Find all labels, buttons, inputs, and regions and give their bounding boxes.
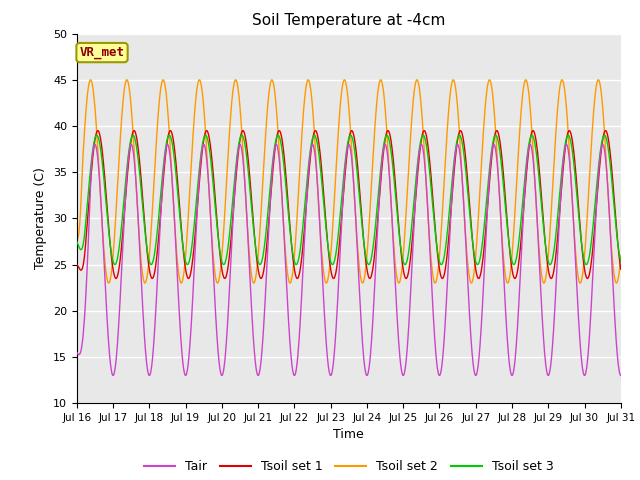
X-axis label: Time: Time <box>333 429 364 442</box>
Y-axis label: Temperature (C): Temperature (C) <box>35 168 47 269</box>
Legend: Tair, Tsoil set 1, Tsoil set 2, Tsoil set 3: Tair, Tsoil set 1, Tsoil set 2, Tsoil se… <box>139 455 559 478</box>
Title: Soil Temperature at -4cm: Soil Temperature at -4cm <box>252 13 445 28</box>
Text: VR_met: VR_met <box>79 46 125 59</box>
